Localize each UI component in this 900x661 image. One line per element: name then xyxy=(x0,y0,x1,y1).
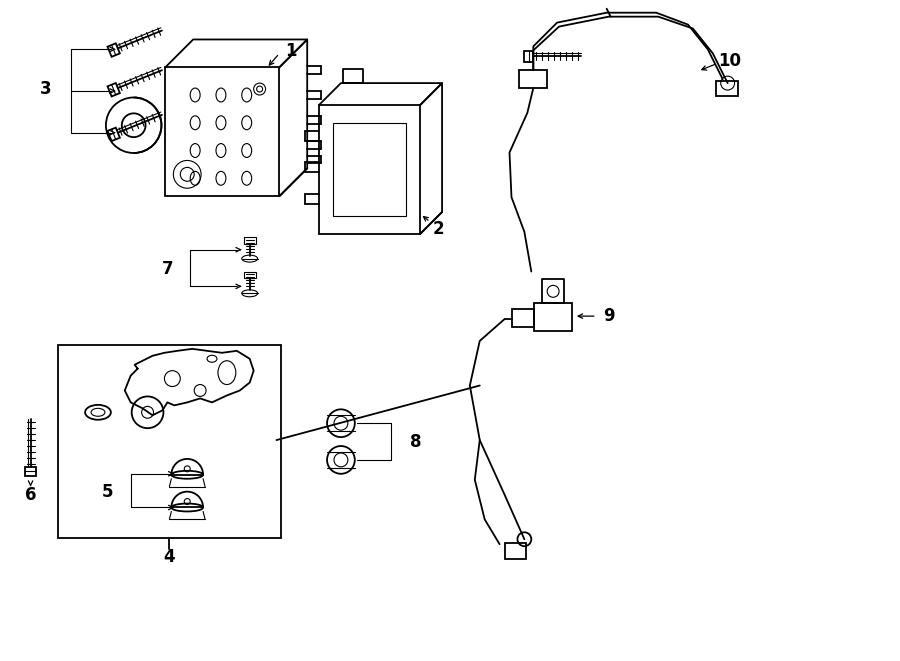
Text: 5: 5 xyxy=(102,483,113,500)
Bar xyxy=(535,303,572,331)
Text: 3: 3 xyxy=(40,80,51,98)
Bar xyxy=(58,345,282,538)
Bar xyxy=(505,543,526,559)
Text: 8: 8 xyxy=(410,433,421,451)
Bar xyxy=(333,123,407,216)
Bar xyxy=(244,237,256,244)
Bar xyxy=(166,67,279,196)
Bar xyxy=(320,105,420,234)
Text: 6: 6 xyxy=(25,486,36,504)
Text: 4: 4 xyxy=(164,548,176,566)
Bar xyxy=(512,309,535,327)
Bar xyxy=(519,70,547,88)
Text: 7: 7 xyxy=(162,260,173,278)
Bar xyxy=(244,272,256,278)
Text: 9: 9 xyxy=(603,307,615,325)
Bar xyxy=(716,81,738,96)
Text: 1: 1 xyxy=(285,42,297,60)
Text: 2: 2 xyxy=(432,220,444,238)
Text: 10: 10 xyxy=(718,52,741,70)
